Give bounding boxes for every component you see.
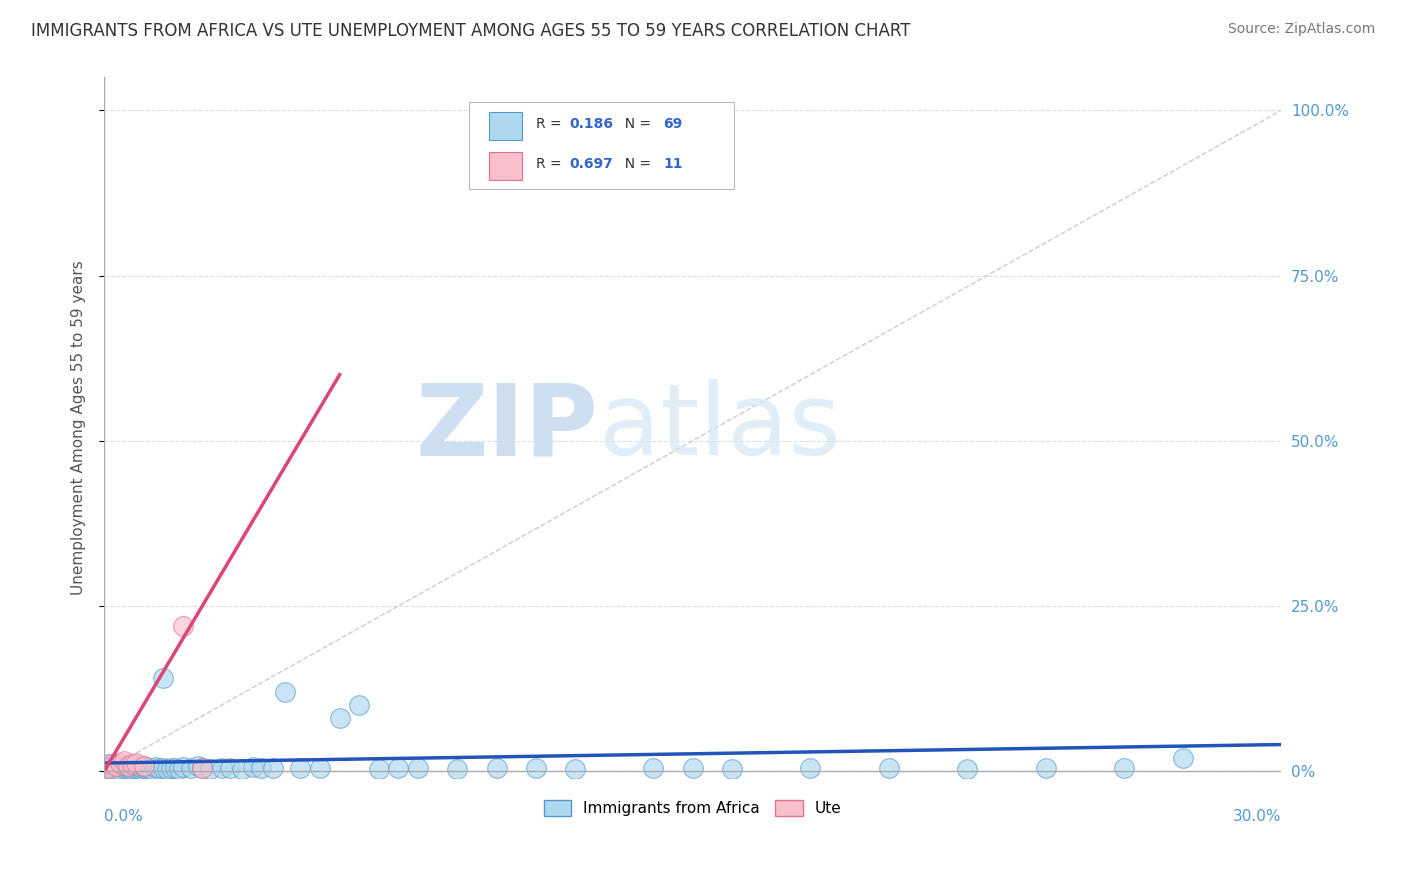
Point (132, 758, 155, 772)
Point (101, 757, 124, 772)
Y-axis label: Unemployment Among Ages 55 to 59 years: Unemployment Among Ages 55 to 59 years (72, 260, 86, 595)
Point (136, 761, 159, 775)
Point (108, 762, 131, 776)
Point (124, 756, 146, 770)
Legend: Immigrants from Africa, Ute: Immigrants from Africa, Ute (537, 794, 848, 822)
Text: 69: 69 (664, 117, 682, 130)
Point (163, 761, 186, 775)
Point (117, 762, 139, 776)
Point (117, 760, 139, 774)
Point (105, 758, 128, 772)
Point (218, 761, 240, 775)
Point (180, 761, 202, 775)
Point (1035, 761, 1057, 775)
Point (124, 761, 146, 775)
Point (112, 758, 135, 772)
Point (387, 761, 409, 775)
Text: R =: R = (536, 117, 567, 130)
Point (250, 761, 273, 775)
Text: 11: 11 (664, 157, 683, 171)
Point (112, 754, 135, 768)
Point (101, 758, 124, 772)
Point (172, 760, 194, 774)
Point (191, 761, 214, 775)
Text: Source: ZipAtlas.com: Source: ZipAtlas.com (1227, 22, 1375, 37)
Point (956, 762, 979, 776)
Point (1114, 761, 1136, 775)
Text: 0.697: 0.697 (569, 157, 613, 171)
Point (329, 711, 352, 725)
Point (128, 762, 150, 776)
Point (211, 761, 233, 775)
Point (101, 759, 124, 773)
Point (105, 760, 128, 774)
Point (290, 761, 312, 775)
FancyBboxPatch shape (470, 102, 734, 189)
Point (128, 760, 150, 774)
Point (156, 762, 179, 776)
Point (643, 761, 665, 775)
Bar (489, 112, 522, 140)
Point (152, 672, 174, 686)
Point (877, 761, 900, 775)
Point (799, 761, 821, 775)
Point (121, 757, 143, 772)
Point (160, 761, 183, 775)
Point (97, 761, 120, 775)
Point (121, 761, 143, 775)
Bar (489, 152, 522, 180)
Point (108, 764, 131, 778)
Point (108, 761, 131, 775)
Point (101, 762, 124, 776)
Text: IMMIGRANTS FROM AFRICA VS UTE UNEMPLOYMENT AMONG AGES 55 TO 59 YEARS CORRELATION: IMMIGRANTS FROM AFRICA VS UTE UNEMPLOYME… (31, 22, 911, 40)
Point (105, 761, 128, 775)
Point (143, 760, 166, 774)
Point (167, 762, 190, 776)
Point (152, 761, 174, 775)
Point (97, 761, 120, 775)
Point (309, 761, 332, 775)
Point (367, 762, 389, 776)
Point (446, 762, 468, 776)
Point (274, 684, 297, 698)
Text: N =: N = (616, 157, 655, 171)
Point (721, 762, 744, 776)
Point (349, 698, 371, 712)
Point (108, 756, 131, 770)
Point (101, 763, 124, 777)
Point (132, 761, 155, 775)
Point (485, 761, 508, 775)
Text: atlas: atlas (599, 379, 841, 476)
Point (200, 762, 222, 776)
Point (242, 760, 264, 774)
Point (564, 762, 586, 776)
Text: ZIP: ZIP (416, 379, 599, 476)
Point (187, 759, 209, 773)
Text: 0.0%: 0.0% (104, 809, 143, 824)
Point (262, 761, 284, 775)
Point (682, 761, 704, 775)
Point (97, 757, 120, 772)
Point (1171, 751, 1194, 765)
Point (105, 758, 128, 772)
Point (97, 761, 120, 775)
Text: 30.0%: 30.0% (1233, 809, 1281, 824)
Point (112, 761, 135, 775)
Point (105, 764, 128, 778)
Point (141, 762, 163, 776)
Point (524, 761, 547, 775)
Text: 0.186: 0.186 (569, 117, 613, 130)
Point (97, 764, 120, 778)
Point (191, 761, 214, 775)
Point (124, 759, 146, 773)
Text: R =: R = (536, 157, 567, 171)
Point (121, 763, 143, 777)
Point (132, 758, 155, 772)
Text: N =: N = (616, 117, 655, 130)
Point (406, 761, 429, 775)
Point (148, 761, 170, 775)
Point (231, 762, 253, 776)
Point (172, 618, 194, 632)
Point (117, 758, 139, 772)
